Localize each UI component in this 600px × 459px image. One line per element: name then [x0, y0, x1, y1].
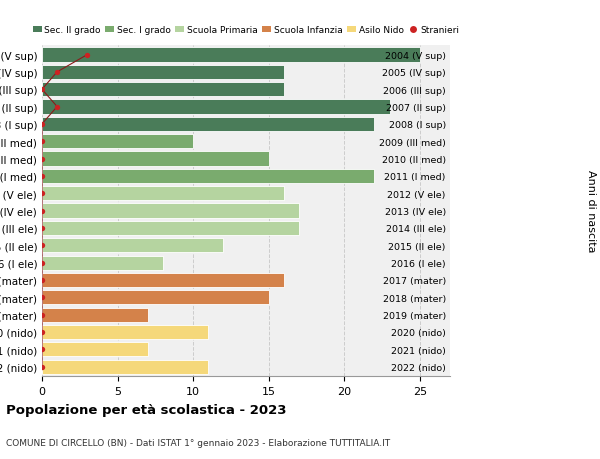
- Bar: [42, 291, 269, 305]
- Point: [37, 225, 47, 232]
- Bar: [42, 100, 389, 114]
- Point: [37, 173, 47, 180]
- Point: [37, 329, 47, 336]
- Point: [37, 86, 47, 94]
- Bar: [42, 360, 208, 374]
- Point: [52, 69, 62, 76]
- Point: [37, 121, 47, 129]
- Text: COMUNE DI CIRCELLO (BN) - Dati ISTAT 1° gennaio 2023 - Elaborazione TUTTITALIA.I: COMUNE DI CIRCELLO (BN) - Dati ISTAT 1° …: [6, 438, 390, 447]
- Point: [37, 156, 47, 163]
- Bar: [42, 187, 284, 201]
- Bar: [42, 308, 148, 322]
- Point: [37, 138, 47, 146]
- Bar: [42, 118, 374, 132]
- Point: [37, 207, 47, 215]
- Bar: [42, 169, 374, 184]
- Bar: [42, 83, 284, 97]
- Point: [83, 52, 92, 59]
- Point: [37, 311, 47, 319]
- Point: [37, 190, 47, 197]
- Bar: [42, 256, 163, 270]
- Point: [52, 104, 62, 111]
- Bar: [42, 135, 193, 149]
- Bar: [42, 204, 299, 218]
- Bar: [42, 239, 223, 253]
- Point: [37, 346, 47, 353]
- Bar: [42, 273, 284, 287]
- Point: [37, 259, 47, 267]
- Legend: Sec. II grado, Sec. I grado, Scuola Primaria, Scuola Infanzia, Asilo Nido, Stran: Sec. II grado, Sec. I grado, Scuola Prim…: [32, 26, 460, 35]
- Point: [37, 242, 47, 249]
- Bar: [42, 48, 420, 62]
- Bar: [42, 325, 208, 339]
- Bar: [42, 152, 269, 166]
- Bar: [42, 342, 148, 357]
- Bar: [42, 221, 299, 235]
- Text: Popolazione per età scolastica - 2023: Popolazione per età scolastica - 2023: [6, 403, 287, 416]
- Point: [37, 294, 47, 301]
- Point: [37, 363, 47, 370]
- Text: Anni di nascita: Anni di nascita: [586, 170, 596, 252]
- Bar: [42, 66, 284, 80]
- Point: [37, 277, 47, 284]
